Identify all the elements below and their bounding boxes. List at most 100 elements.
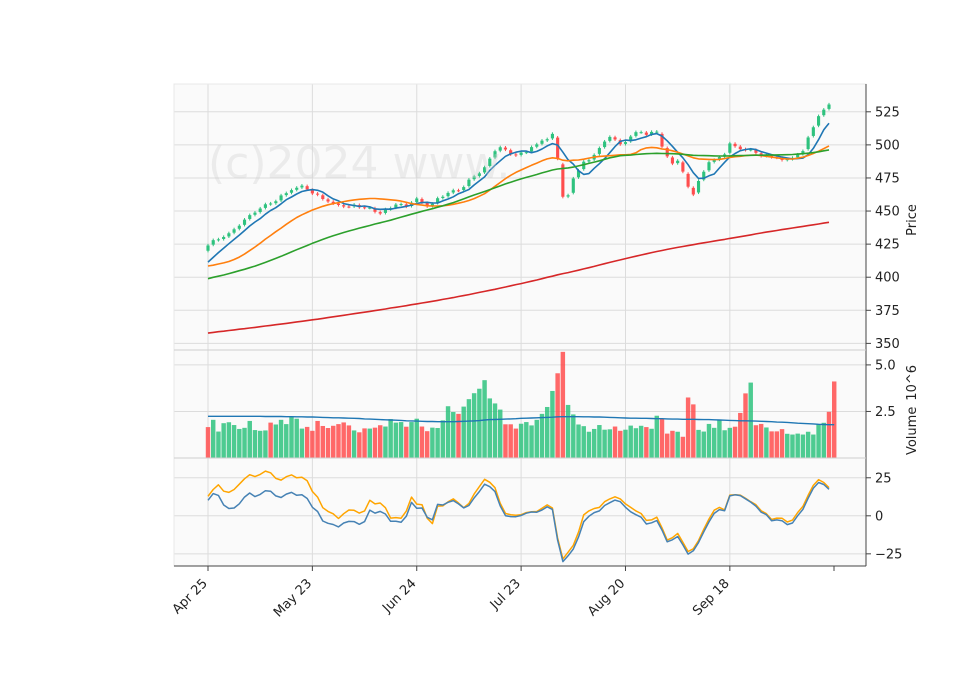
candle-body-64 [540, 140, 544, 144]
volume-bar-60 [518, 423, 524, 458]
volume-bar-2 [216, 431, 221, 458]
volume-bar-73 [586, 431, 592, 458]
volume-bar-58 [508, 424, 513, 458]
candle-body-33 [378, 212, 382, 214]
volume-bar-117 [816, 423, 821, 458]
volume-bar-69 [565, 404, 571, 458]
volume-bar-105 [753, 425, 759, 458]
indicator-ytick-label-2: 25 [875, 471, 892, 486]
candle-body-92 [686, 173, 690, 187]
volume-bar-109 [774, 431, 780, 458]
candle-body-56 [498, 147, 502, 151]
candle-body-16 [289, 190, 294, 193]
candle-body-46 [446, 192, 450, 197]
volume-bar-39 [409, 422, 414, 458]
candle-body-37 [399, 204, 403, 206]
volume-bar-56 [498, 409, 503, 458]
candle-body-69 [566, 195, 570, 197]
volume-bar-11 [263, 430, 268, 458]
candle-body-93 [691, 187, 695, 195]
volume-bar-98 [717, 420, 722, 458]
candle-body-119 [827, 104, 831, 109]
candle-body-6 [237, 225, 241, 229]
candle-body-68 [561, 164, 565, 197]
volume-axis-label-group: Volume 10^6 [905, 365, 920, 455]
candle-body-118 [822, 109, 826, 116]
volume-bar-48 [456, 413, 461, 458]
volume-bar-90 [675, 431, 680, 458]
candle-body-65 [545, 139, 549, 141]
candle-body-73 [587, 160, 591, 162]
volume-bar-78 [612, 426, 618, 458]
candle-body-13 [274, 201, 278, 204]
volume-bar-46 [445, 406, 451, 458]
candle-body-86 [655, 131, 659, 133]
price-ytick-label-5: 475 [875, 171, 900, 186]
price-ytick-label-7: 525 [875, 105, 900, 120]
volume-bar-99 [722, 430, 727, 458]
candle-body-24 [331, 201, 335, 204]
volume-bar-95 [701, 431, 706, 458]
price-ytick-label-6: 500 [875, 138, 900, 153]
candle-body-2 [216, 239, 221, 241]
candle-body-94 [696, 181, 701, 193]
volume-bar-51 [471, 393, 477, 458]
volume-bar-15 [284, 424, 289, 458]
volume-bar-8 [247, 420, 252, 458]
volume-bar-75 [597, 425, 602, 458]
price-ytick-label-3: 425 [875, 238, 900, 253]
volume-bar-118 [821, 422, 826, 458]
candle-body-10 [258, 208, 262, 213]
volume-bar-101 [732, 426, 738, 458]
volume-bar-108 [769, 431, 774, 458]
candle-body-87 [660, 133, 664, 147]
volume-bar-59 [513, 428, 519, 458]
volume-bar-0 [205, 427, 211, 458]
price-ma-line-3 [207, 221, 830, 334]
volume-bar-37 [398, 422, 404, 458]
volume-bar-115 [805, 431, 811, 458]
price-ytick-label-0: 350 [875, 337, 900, 352]
volume-bar-28 [351, 430, 357, 458]
candle-body-85 [650, 131, 654, 135]
volume-bar-16 [289, 416, 294, 458]
volume-bar-23 [325, 428, 331, 458]
candle-body-47 [451, 190, 455, 193]
price-ma-line-0 [207, 122, 830, 263]
volume-bar-61 [524, 422, 529, 458]
volume-bar-5 [231, 425, 237, 458]
candle-body-114 [801, 151, 805, 155]
volume-bar-92 [685, 397, 691, 458]
volume-panel: 2.5 5.0 [174, 350, 896, 458]
candle-body-113 [796, 154, 800, 158]
volume-bar-21 [315, 420, 320, 458]
candle-body-11 [263, 204, 267, 208]
volume-bar-91 [680, 436, 686, 458]
volume-bar-85 [649, 428, 654, 458]
volume-bar-42 [424, 431, 430, 458]
candle-body-77 [608, 136, 612, 141]
volume-bar-119 [826, 411, 832, 458]
candle-body-49 [462, 187, 466, 191]
volume-bar-22 [320, 425, 326, 458]
volume-bar-66 [550, 390, 555, 458]
volume-axis-label: Volume 10^6 [905, 365, 920, 455]
candle-body-81 [629, 136, 633, 142]
candle-body-96 [707, 162, 711, 171]
volume-ma-line [208, 415, 835, 426]
candle-body-32 [373, 208, 377, 212]
candle-body-115 [806, 137, 810, 150]
volume-bar-32 [372, 427, 378, 458]
candle-body-58 [509, 150, 513, 155]
volume-bar-76 [602, 429, 607, 458]
candle-body-83 [639, 132, 643, 134]
volume-bar-110 [779, 429, 785, 458]
volume-bar-74 [591, 428, 597, 458]
volume-bar-31 [367, 428, 372, 458]
candle-body-8 [248, 215, 252, 219]
price-ytick-label-1: 375 [875, 304, 900, 319]
candle-body-12 [269, 203, 273, 205]
candle-body-9 [253, 212, 257, 215]
volume-bar-18 [299, 428, 305, 458]
